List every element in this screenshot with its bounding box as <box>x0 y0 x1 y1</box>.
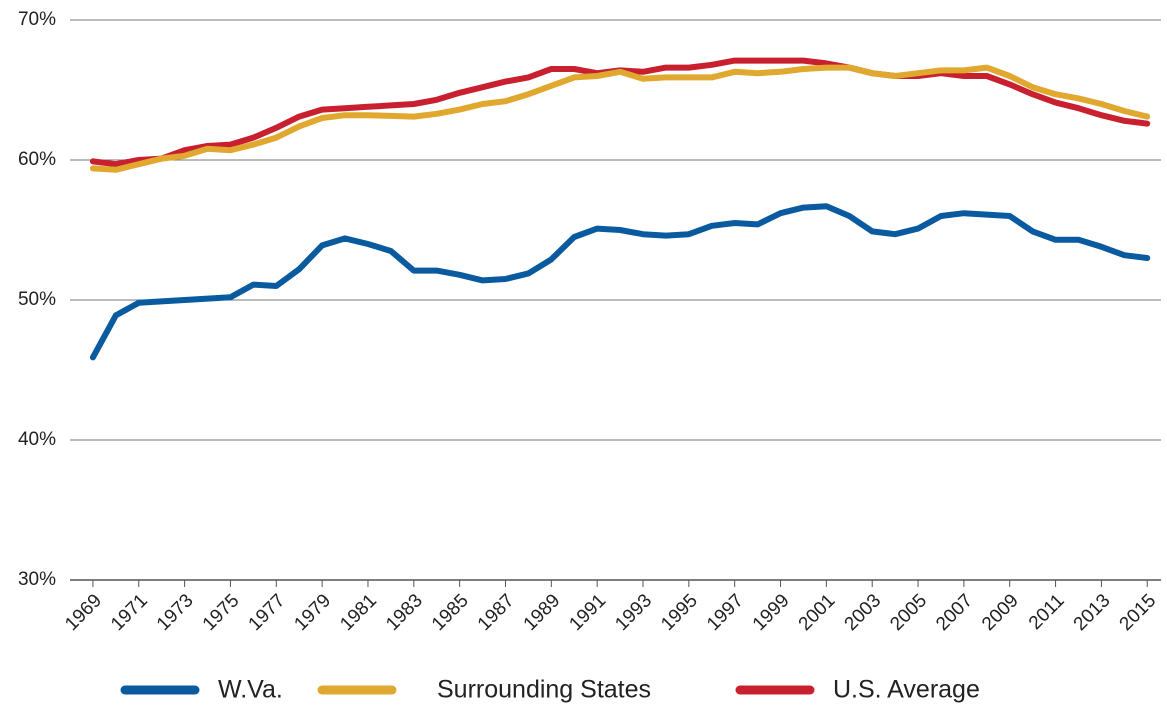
series-line <box>89 203 1151 361</box>
y-tick-label: 30% <box>18 569 56 590</box>
x-tick-label: 1973 <box>153 590 198 635</box>
x-tick-label: 2005 <box>886 590 931 635</box>
x-tick-label: 1989 <box>520 590 565 635</box>
x-tick-label: 2011 <box>1025 590 1069 634</box>
x-tick-label: 2003 <box>841 590 886 635</box>
x-tick-label: 1987 <box>474 590 519 635</box>
x-tick-label: 2009 <box>978 590 1023 635</box>
x-tick-label: 1999 <box>749 590 794 635</box>
x-tick-label: 1975 <box>199 590 244 635</box>
series-line <box>89 64 1151 173</box>
x-tick-label: 1981 <box>336 590 381 635</box>
x-tick-label: 1985 <box>428 590 473 635</box>
y-tick-label: 40% <box>18 429 56 450</box>
legend-label: Surrounding States <box>437 676 651 704</box>
x-tick-label: 1993 <box>611 590 656 635</box>
x-tick-label: 1997 <box>703 590 748 635</box>
y-tick-label: 60% <box>18 149 56 170</box>
x-tick-label: 2013 <box>1070 590 1115 635</box>
x-tick-label: 1979 <box>290 590 335 635</box>
x-tick-label: 1971 <box>107 590 152 635</box>
y-tick-label: 70% <box>18 9 56 30</box>
x-tick-label: 1983 <box>382 590 427 635</box>
x-tick-label: 1977 <box>245 590 290 635</box>
x-tick-label: 1991 <box>565 590 610 635</box>
x-tick-label: 1995 <box>657 590 702 635</box>
legend-label: U.S. Average <box>833 676 980 704</box>
x-tick-label: 2015 <box>1116 590 1161 635</box>
x-tick-label: 1969 <box>61 590 106 635</box>
x-tick-label: 2007 <box>932 590 977 635</box>
y-tick-label: 50% <box>18 289 56 310</box>
legend-label: W.Va. <box>218 676 283 704</box>
x-tick-label: 2001 <box>795 590 840 635</box>
series-line <box>89 57 1151 168</box>
